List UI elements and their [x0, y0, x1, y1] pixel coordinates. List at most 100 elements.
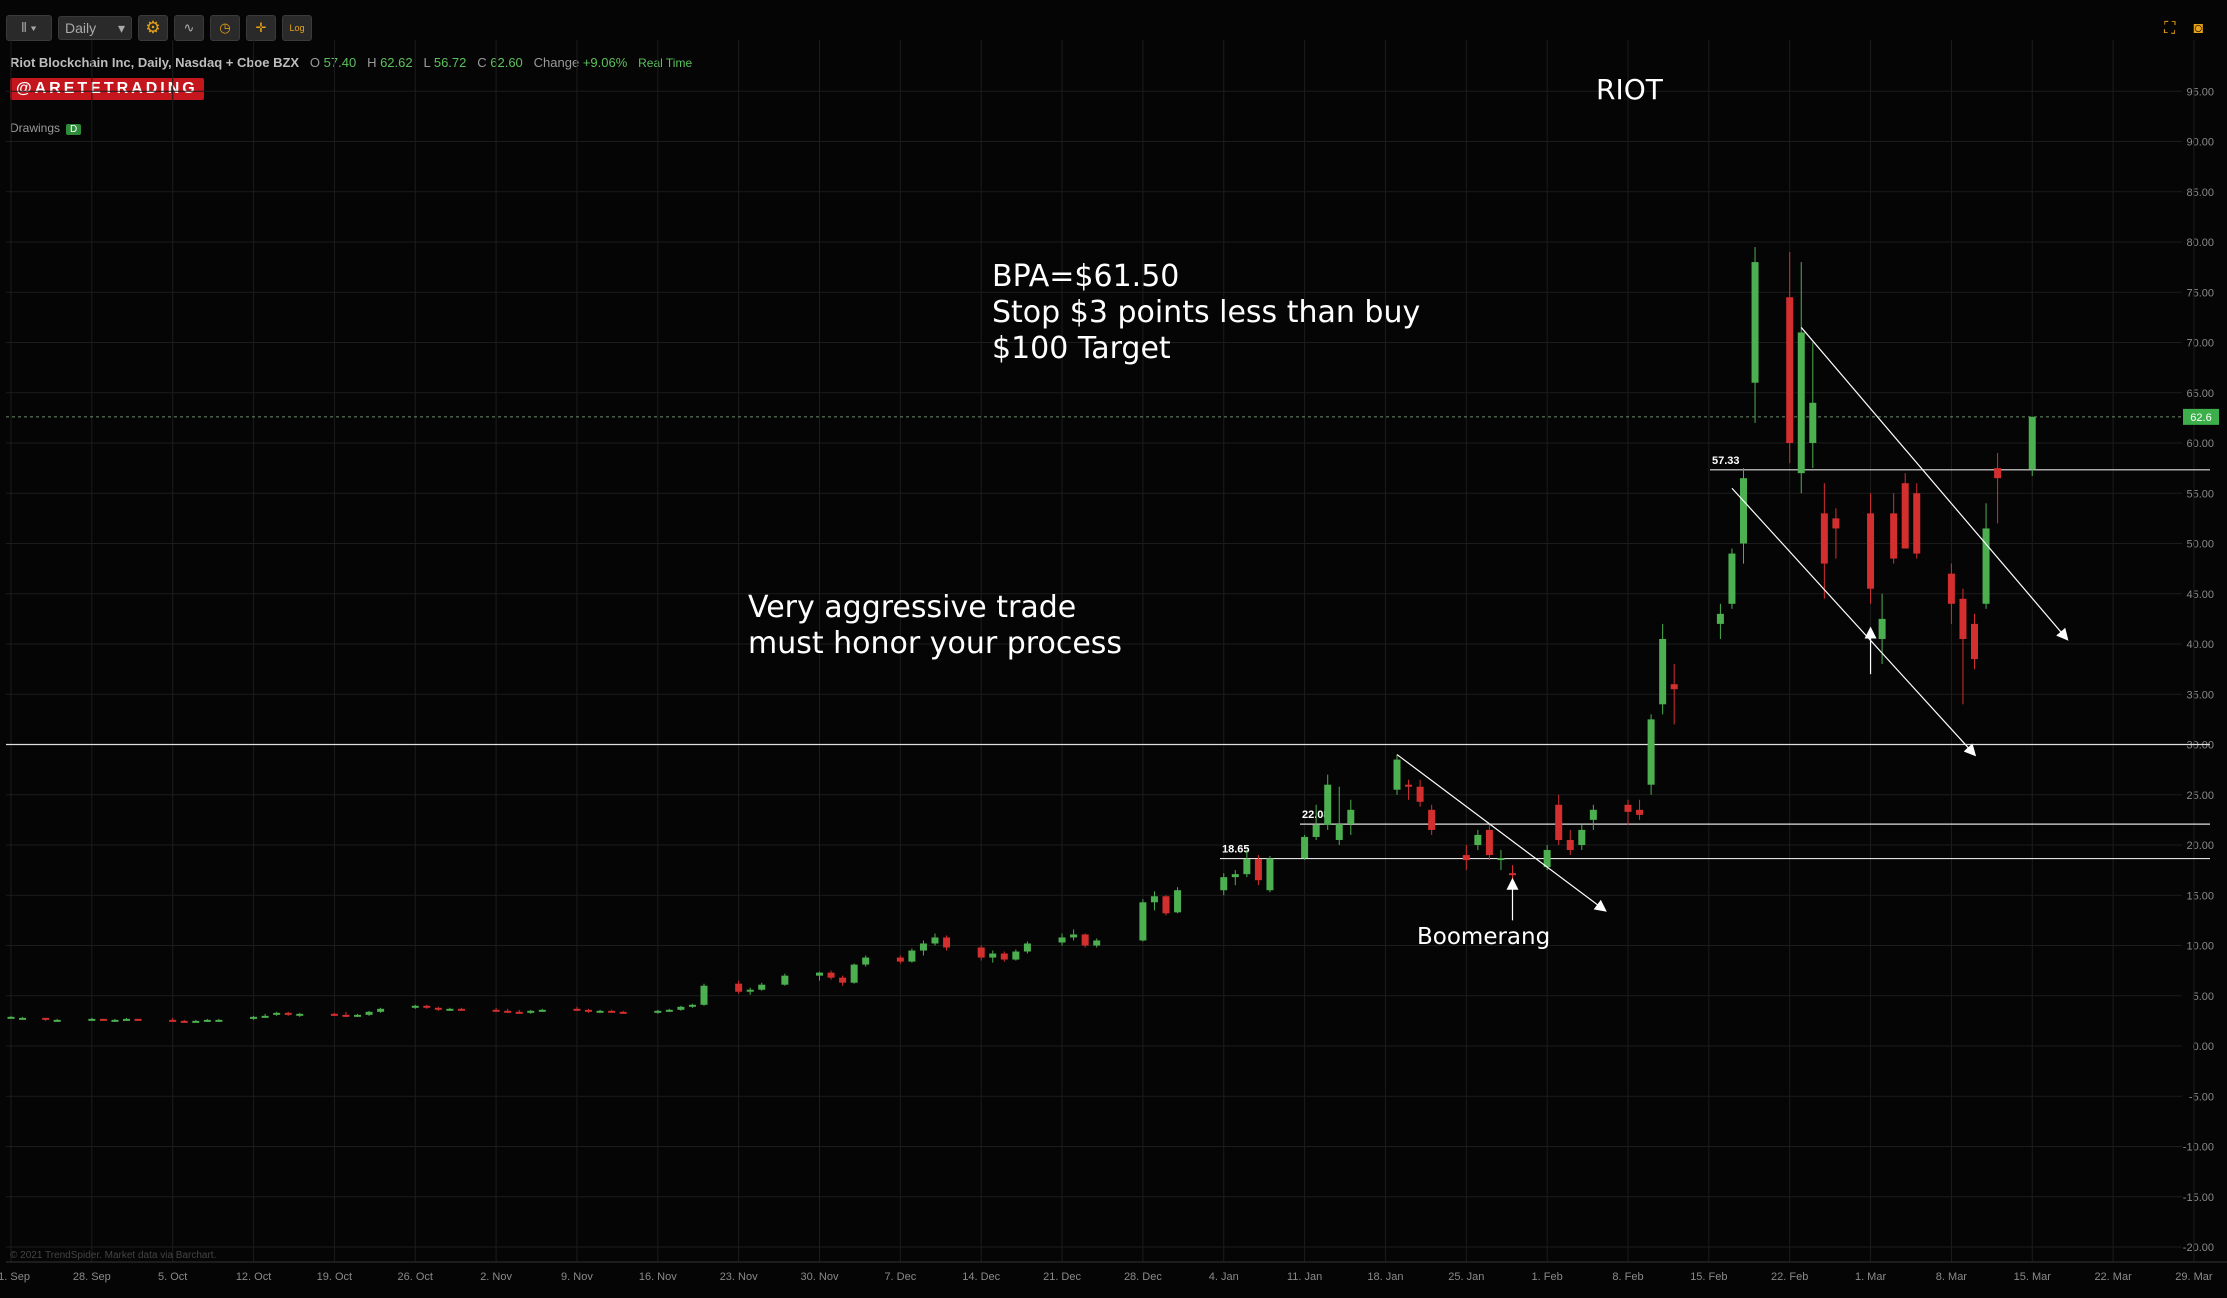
- change-label: Change: [533, 55, 580, 70]
- candle-body: [192, 1020, 200, 1023]
- log-scale-button[interactable]: Log: [282, 15, 312, 41]
- candle-body: [1786, 297, 1794, 443]
- candle-body: [1589, 809, 1597, 820]
- x-tick-label: 19. Oct: [317, 1271, 352, 1283]
- candle-body: [781, 975, 789, 985]
- x-tick-label: 8. Feb: [1612, 1271, 1643, 1283]
- y-tick-label: 20.00: [2186, 840, 2214, 852]
- candle-body: [1901, 483, 1909, 549]
- candle-body: [1012, 951, 1020, 960]
- fullscreen-icon[interactable]: ⛶: [2164, 20, 2176, 37]
- x-tick-label: 14. Dec: [962, 1271, 1000, 1283]
- candle-body: [250, 1016, 258, 1019]
- trendline-arrow: [1731, 487, 1977, 757]
- x-tick-label: 21. Dec: [1043, 1271, 1081, 1283]
- candle-body: [1474, 834, 1482, 845]
- candle-body: [1670, 684, 1678, 690]
- y-tick-label: 95.00: [2186, 86, 2214, 98]
- candle-body: [434, 1007, 442, 1010]
- x-tick-label: 21. Sep: [0, 1271, 30, 1283]
- candle-body: [850, 964, 858, 983]
- candle-body: [1624, 804, 1632, 812]
- candle-body: [1428, 809, 1436, 830]
- candle-body: [1947, 573, 1955, 604]
- candle-body: [411, 1005, 419, 1008]
- x-tick-label: 7. Dec: [884, 1271, 916, 1283]
- candle-body: [977, 947, 985, 958]
- candle-body: [515, 1011, 523, 1014]
- candle-body: [919, 943, 927, 951]
- candle-body: [42, 1017, 50, 1020]
- y-tick-label: -5.00: [2189, 1091, 2214, 1103]
- candle-body: [123, 1018, 130, 1021]
- x-tick-label: 18. Jan: [1367, 1271, 1403, 1283]
- candle-body: [619, 1011, 627, 1014]
- x-tick-label: 23. Nov: [720, 1271, 758, 1283]
- y-tick-label: 65.00: [2186, 388, 2214, 400]
- candle-body: [296, 1013, 304, 1016]
- candle-body: [261, 1015, 269, 1018]
- candle-body: [203, 1019, 211, 1022]
- candle-body: [134, 1018, 142, 1021]
- candle-body: [457, 1008, 465, 1011]
- candle-body: [1081, 934, 1089, 946]
- candle-body: [1162, 896, 1170, 914]
- candle-body: [1174, 890, 1182, 913]
- candlestick-icon: ⫴ ▾: [21, 20, 37, 35]
- camera-icon[interactable]: ◙: [2193, 20, 2203, 37]
- x-tick-label: 22. Mar: [2094, 1271, 2132, 1283]
- candle-body: [273, 1012, 281, 1015]
- candle-body: [99, 1018, 107, 1021]
- candle-body: [19, 1017, 27, 1020]
- open-value: 57.40: [323, 55, 357, 70]
- candle-body: [1728, 553, 1736, 604]
- pattern-annotation: Boomerang: [1417, 924, 1551, 950]
- x-tick-label: 15. Feb: [1690, 1271, 1727, 1283]
- settings-button[interactable]: ⚙: [138, 15, 168, 41]
- candle-body: [88, 1018, 96, 1021]
- x-tick-label: 11. Jan: [1287, 1271, 1322, 1283]
- candle-body: [1659, 638, 1667, 705]
- candle-body: [896, 957, 904, 962]
- crosshair-button[interactable]: ✛: [246, 15, 276, 41]
- candle-body: [665, 1009, 673, 1012]
- x-tick-label: 30. Nov: [801, 1271, 839, 1283]
- y-tick-label: 15.00: [2186, 890, 2214, 902]
- drawings-label: Drawings: [10, 121, 61, 135]
- candle-body: [862, 957, 870, 965]
- chevron-down-icon: ▾: [117, 19, 125, 36]
- candle-body: [1578, 829, 1586, 845]
- timeframe-select[interactable]: Daily ▾: [58, 16, 132, 40]
- candle-body: [1347, 809, 1355, 824]
- y-tick-label: 75.00: [2186, 287, 2214, 299]
- chart-type-button[interactable]: ⫴ ▾: [6, 15, 52, 41]
- candle-body: [1994, 468, 2002, 479]
- x-tick-label: 16. Nov: [639, 1271, 677, 1283]
- candle-body: [1393, 759, 1401, 790]
- candle-body: [596, 1010, 604, 1013]
- x-tick-label: 4. Jan: [1209, 1271, 1239, 1283]
- candle-body: [746, 989, 754, 992]
- candle-body: [1982, 528, 1990, 604]
- x-tick-label: 2. Nov: [480, 1271, 512, 1283]
- candle-body: [1405, 784, 1413, 787]
- trade-plan-annotation: BPA=$61.50 Stop $3 points less than buy …: [992, 259, 1421, 366]
- y-tick-label: 80.00: [2186, 237, 2214, 249]
- candle-body: [1000, 953, 1008, 960]
- y-tick-label: 50.00: [2186, 539, 2214, 551]
- candle-body: [53, 1019, 61, 1022]
- clock-button[interactable]: ◷: [210, 15, 240, 41]
- last-price-label: 62.6: [2190, 412, 2211, 424]
- open-label: O: [309, 55, 321, 70]
- drawings-toggle[interactable]: Drawings D: [10, 121, 82, 135]
- candle-body: [1636, 809, 1644, 815]
- change-value: +9.06%: [582, 55, 628, 70]
- close-value: 62.60: [490, 55, 523, 70]
- candle-body: [538, 1009, 546, 1012]
- high-label: H: [367, 55, 377, 70]
- candle-body: [2028, 416, 2036, 470]
- window-controls: ⛶ ◙: [2164, 20, 2203, 38]
- indicator-button[interactable]: ∿: [174, 15, 204, 41]
- x-tick-label: 1. Mar: [1855, 1271, 1887, 1283]
